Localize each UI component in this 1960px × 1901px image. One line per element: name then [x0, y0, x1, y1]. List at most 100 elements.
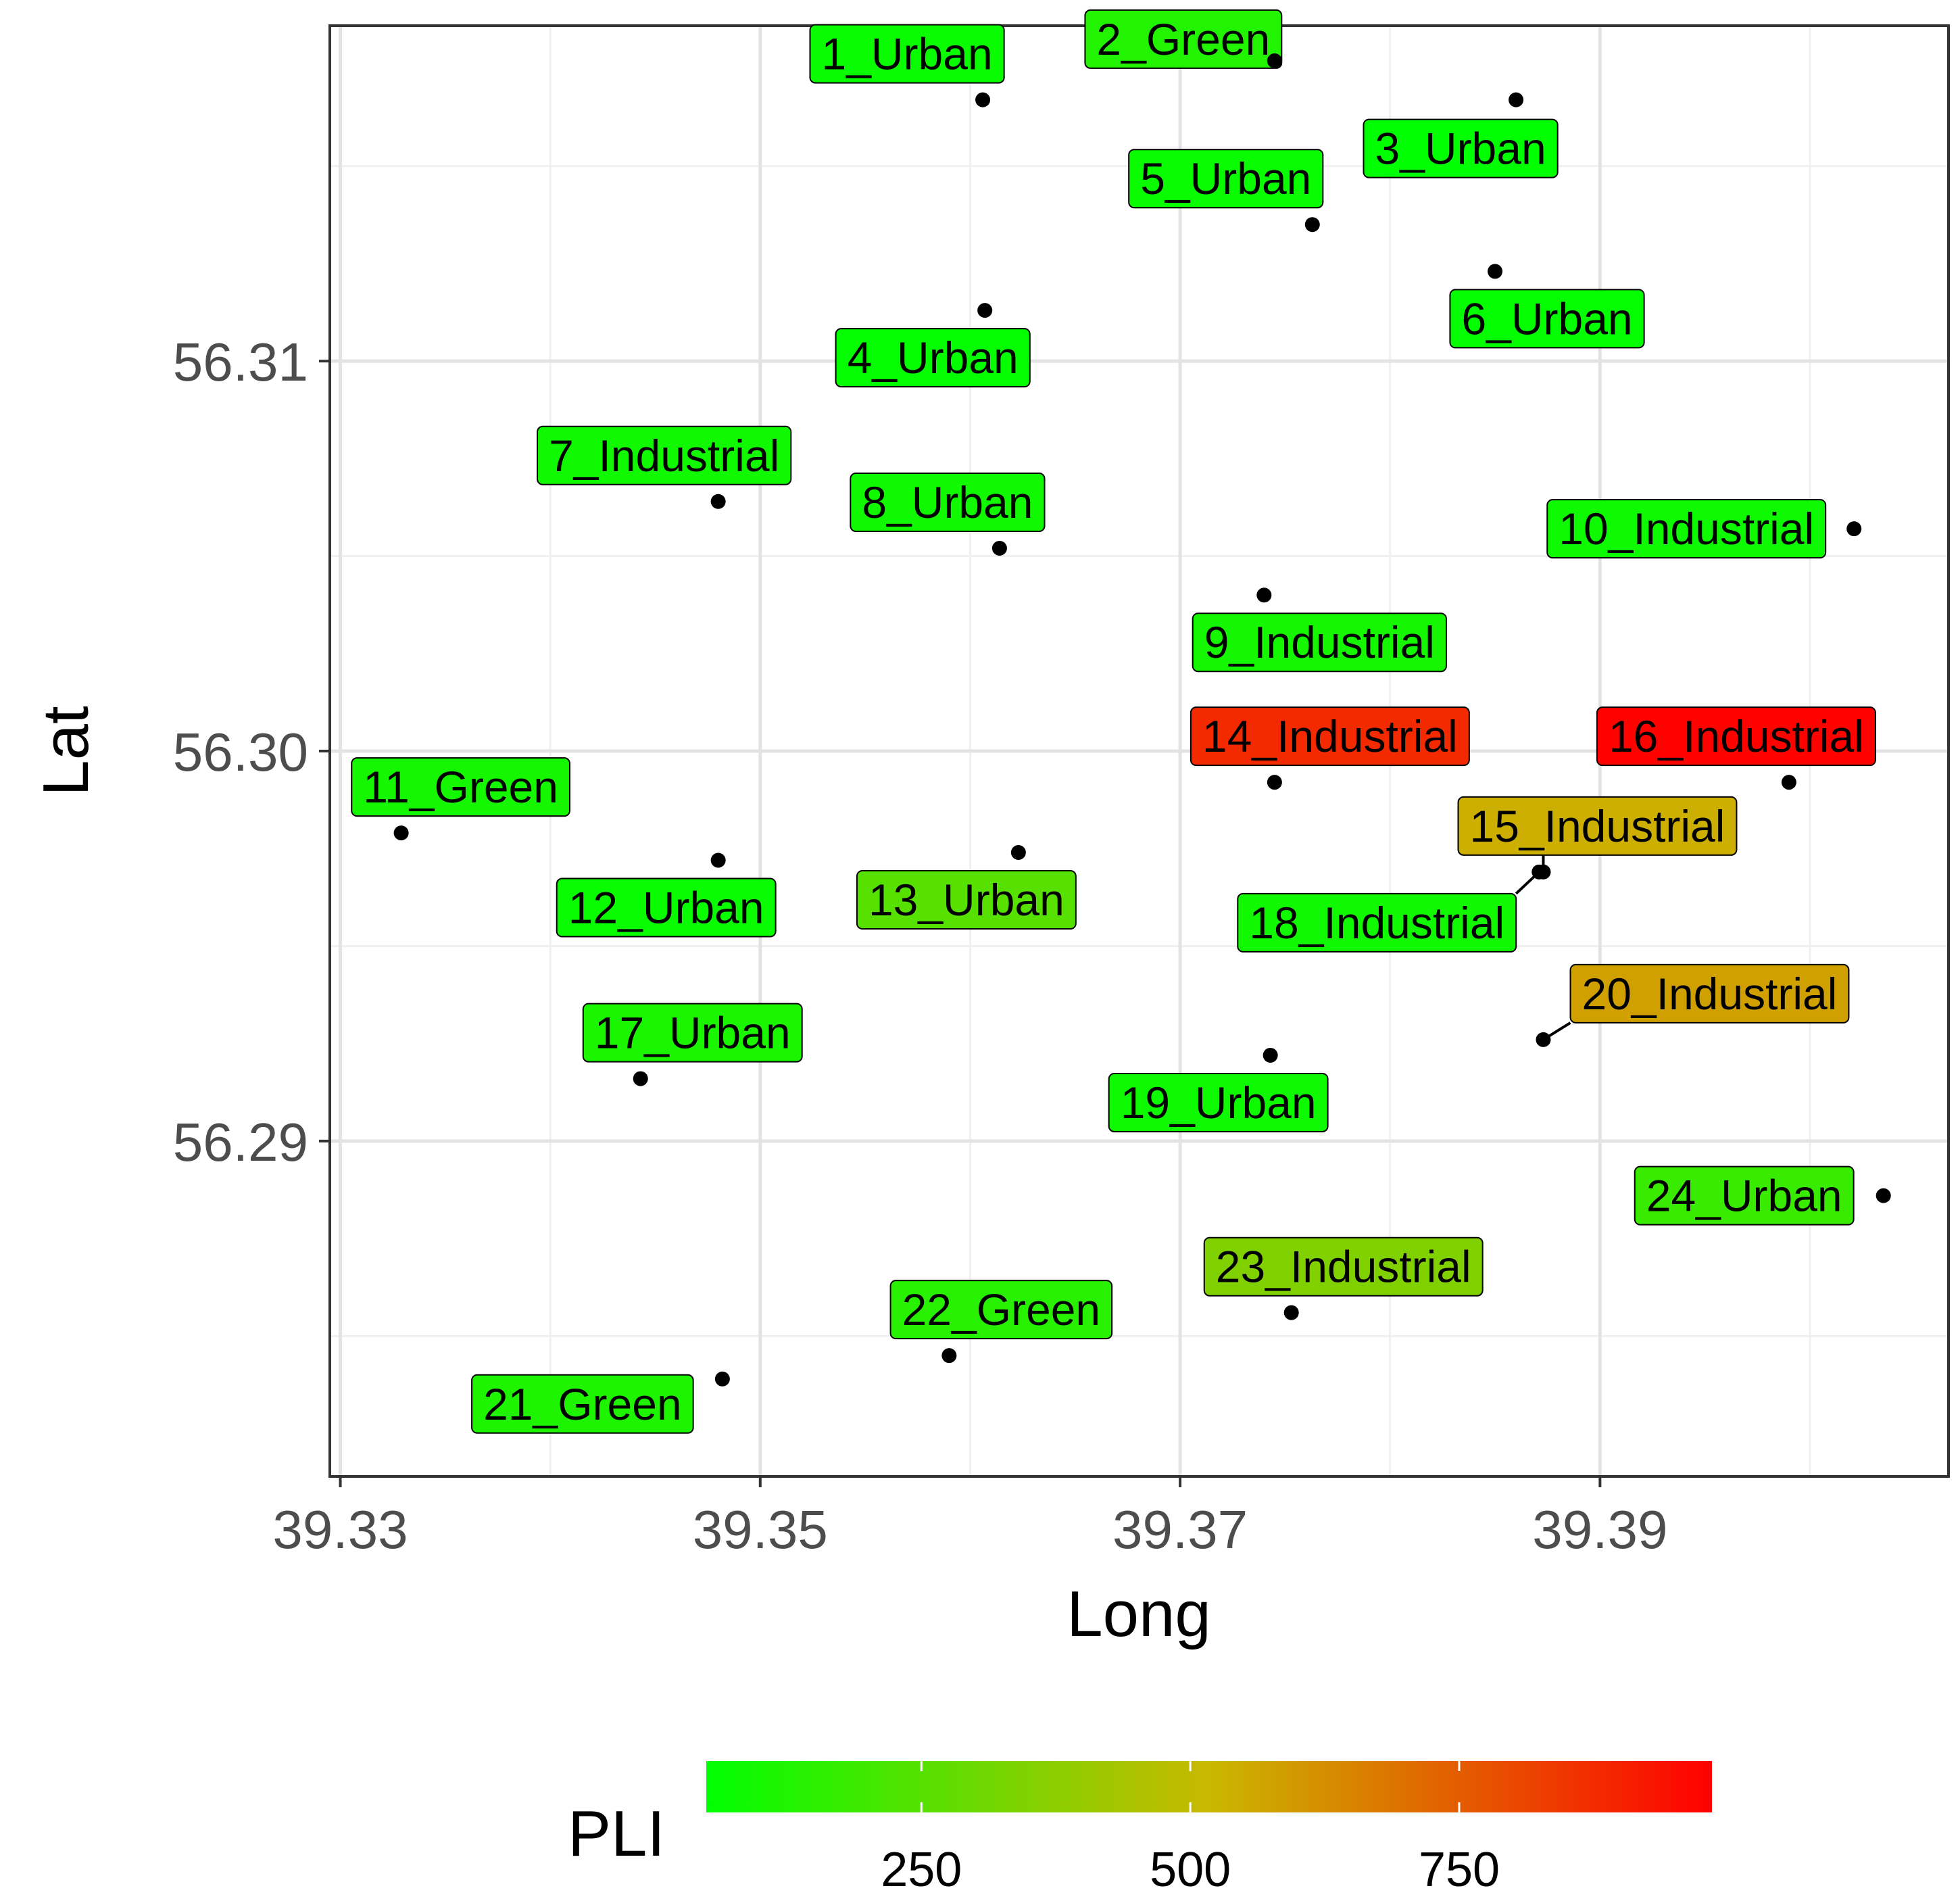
- x-tick-label: 39.37: [1112, 1499, 1248, 1560]
- data-point: [1509, 92, 1524, 107]
- data-point: [1304, 217, 1320, 233]
- data-point: [1846, 521, 1862, 537]
- label-box: [850, 473, 1046, 533]
- data-point: [1781, 775, 1796, 790]
- label-box: [889, 1280, 1113, 1340]
- label-box: [1449, 289, 1645, 349]
- label-text: 20_Industrial: [1582, 969, 1838, 1019]
- label-box: [1192, 612, 1447, 673]
- label-text: 21_Green: [483, 1379, 682, 1429]
- label-box: [835, 328, 1031, 388]
- label-text: 11_Green: [363, 762, 558, 812]
- point-label-3-urban: 3_Urban: [1363, 118, 1559, 178]
- legend-colorbar: [706, 1761, 1712, 1812]
- label-box: [537, 425, 792, 485]
- point-label-13-urban: 13_Urban: [856, 869, 1077, 930]
- point-label-14-industrial: 14_Industrial: [1190, 706, 1470, 767]
- data-point: [941, 1348, 957, 1364]
- label-box: [351, 757, 570, 817]
- legend-tick-label: 250: [881, 1843, 962, 1897]
- data-point: [1263, 1047, 1278, 1063]
- label-box: [1363, 118, 1559, 178]
- label-text: 15_Industrial: [1470, 801, 1725, 851]
- label-box: [1546, 499, 1827, 559]
- legend-ticks: 250 500 750: [881, 1761, 1500, 1897]
- label-text: 2_Green: [1096, 14, 1270, 64]
- label-text: 9_Industrial: [1204, 617, 1435, 667]
- point-label-24-urban: 24_Urban: [1634, 1165, 1855, 1226]
- label-text: 14_Industrial: [1202, 711, 1458, 761]
- data-point: [1010, 844, 1026, 860]
- label-text: 6_Urban: [1461, 293, 1632, 343]
- x-tick-label: 39.39: [1532, 1499, 1667, 1560]
- label-text: 24_Urban: [1646, 1171, 1842, 1221]
- point-label-8-urban: 8_Urban: [850, 473, 1046, 533]
- label-box: [1203, 1236, 1484, 1297]
- data-point: [1876, 1188, 1891, 1203]
- point-label-17-urban: 17_Urban: [582, 1003, 803, 1063]
- point-label-23-industrial: 23_Industrial: [1203, 1236, 1484, 1297]
- y-tick-label: 56.30: [173, 722, 308, 782]
- legend-tick-label: 750: [1419, 1843, 1500, 1897]
- grid-lines: [330, 26, 1949, 1476]
- point-label-12-urban: 12_Urban: [556, 877, 777, 938]
- label-box: [1596, 706, 1876, 767]
- legend-tick-label: 500: [1150, 1843, 1231, 1897]
- point-label-16-industrial: 16_Industrial: [1596, 706, 1876, 767]
- label-text: 10_Industrial: [1559, 504, 1814, 554]
- point-label-20-industrial: 20_Industrial: [1542, 963, 1850, 1041]
- label-box: [582, 1003, 803, 1063]
- data-point: [1488, 264, 1503, 279]
- data-point: [710, 852, 726, 868]
- point-label-6-urban: 6_Urban: [1449, 289, 1645, 349]
- x-tick-label: 39.33: [272, 1499, 408, 1560]
- data-point: [991, 541, 1007, 556]
- y-axis-title: Lat: [30, 706, 102, 796]
- label-box: [1190, 706, 1470, 767]
- point-label-22-green: 22_Green: [889, 1280, 1113, 1340]
- point-labels: 1_Urban 2_Green 3_Urban 4_Urban 5_Urban 6_Urb…: [351, 9, 1876, 1434]
- point-label-1-urban: 1_Urban: [809, 24, 1005, 84]
- label-box: [809, 24, 1005, 84]
- data-point: [633, 1071, 648, 1086]
- data-point: [1256, 587, 1272, 603]
- label-box: [1237, 892, 1517, 953]
- label-box: [1634, 1165, 1855, 1226]
- point-label-21-green: 21_Green: [471, 1374, 694, 1434]
- data-point: [975, 92, 991, 107]
- x-axis-title: Long: [1067, 1578, 1211, 1650]
- label-text: 17_Urban: [595, 1008, 791, 1058]
- data-point: [714, 1371, 730, 1387]
- label-text: 18_Industrial: [1249, 898, 1504, 948]
- data-point: [1532, 864, 1547, 880]
- label-box: [1569, 963, 1850, 1024]
- point-label-7-industrial: 7_Industrial: [537, 425, 792, 485]
- label-text: 7_Industrial: [549, 431, 779, 481]
- label-text: 16_Industrial: [1609, 711, 1864, 761]
- label-box: [1084, 9, 1283, 69]
- data-point: [977, 303, 993, 318]
- data-point: [1536, 1032, 1551, 1047]
- x-tick-label: 39.35: [693, 1499, 828, 1560]
- label-box: [1108, 1072, 1329, 1132]
- y-tick-label: 56.29: [173, 1112, 308, 1172]
- label-text: 22_Green: [902, 1284, 1101, 1334]
- label-box: [856, 869, 1077, 930]
- point-label-11-green: 11_Green: [351, 757, 570, 817]
- data-point: [710, 494, 726, 509]
- point-label-10-industrial: 10_Industrial: [1546, 499, 1827, 559]
- label-text: 19_Urban: [1121, 1078, 1317, 1128]
- data-point: [393, 825, 409, 841]
- label-box: [1128, 149, 1324, 209]
- point-label-4-urban: 4_Urban: [835, 328, 1031, 388]
- label-text: 3_Urban: [1375, 124, 1546, 174]
- point-label-15-industrial: 15_Industrial: [1457, 796, 1738, 872]
- data-point: [1283, 1305, 1299, 1320]
- pli-colorbar-legend: PLI 250 500 750: [568, 1761, 1712, 1897]
- label-text: 4_Urban: [848, 333, 1019, 383]
- point-label-18-industrial: 18_Industrial: [1237, 871, 1540, 953]
- data-point: [1267, 53, 1282, 68]
- data-points: [393, 53, 1891, 1387]
- y-tick-label: 56.31: [173, 332, 308, 392]
